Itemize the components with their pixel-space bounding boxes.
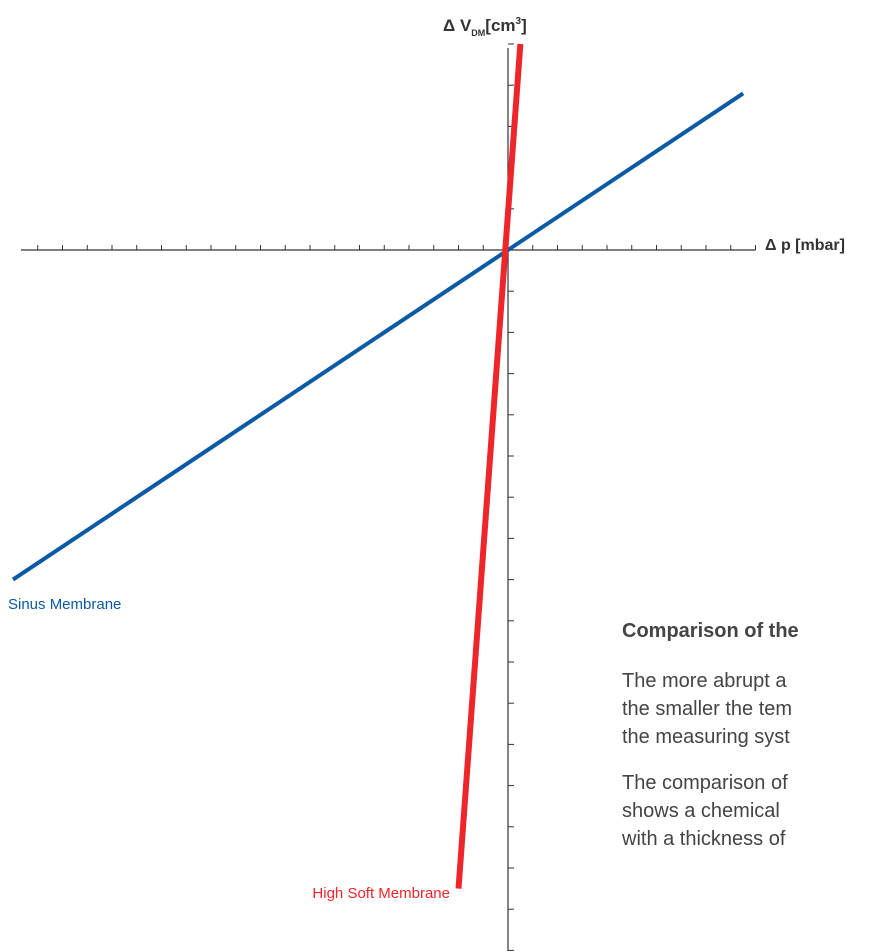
description-paragraph-1: The more abrupt a the smaller the tem th…	[622, 667, 885, 751]
description-paragraph-2: The comparison of shows a chemical with …	[622, 769, 885, 853]
y-axis-title-superscript: 3	[516, 16, 522, 27]
y-axis-title-main: Δ V	[443, 16, 472, 35]
x-axis-title: Δ p [mbar]	[765, 237, 845, 254]
paragraph-1-line: the smaller the tem	[622, 698, 793, 720]
description-text-block: Comparison of the The more abrupt a the …	[622, 619, 885, 871]
y-axis-title-unit: [cm	[485, 16, 515, 35]
paragraph-2-line: shows a chemical	[622, 800, 780, 822]
paragraph-1-line: the measuring syst	[622, 726, 790, 748]
series-lines	[11, 43, 745, 889]
series-line-high-soft-membrane	[455, 43, 524, 889]
paragraph-2-line: The comparison of	[622, 772, 788, 794]
y-axis-title-close: ]	[521, 16, 527, 35]
series-label-sinus-membrane: Sinus Membrane	[8, 596, 121, 613]
y-axis-title-subscript: DM	[471, 28, 485, 38]
x-axis-ticks	[37, 245, 756, 250]
y-axis-title: Δ VDM[cm3]	[443, 16, 527, 38]
series-label-high-soft-membrane: High Soft Membrane	[312, 885, 450, 902]
series-line-sinus-membrane	[11, 91, 745, 582]
description-heading: Comparison of the	[622, 620, 799, 642]
paragraph-2-line: with a thickness of	[622, 828, 786, 850]
paragraph-1-line: The more abrupt a	[622, 670, 787, 692]
